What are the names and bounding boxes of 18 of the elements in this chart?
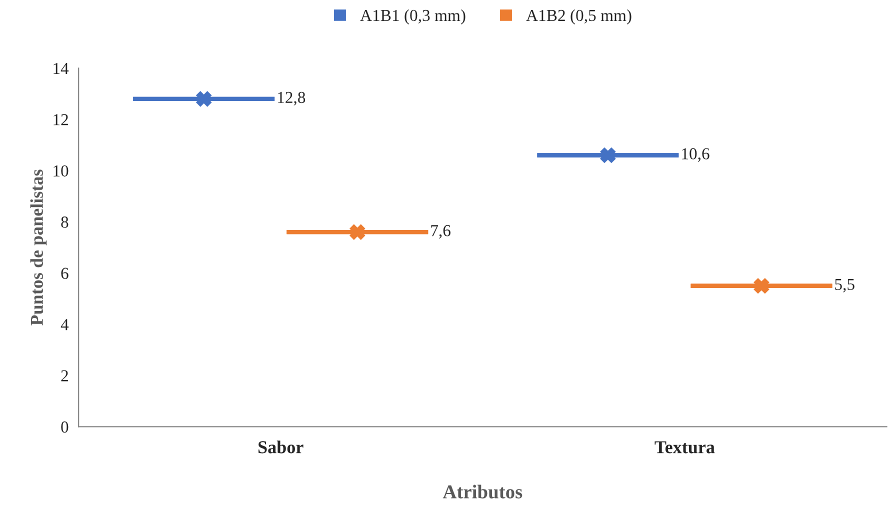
y-tick-label: 4 bbox=[60, 319, 69, 330]
y-tick-label: 12 bbox=[54, 114, 68, 126]
y-tick-label: 10 bbox=[54, 165, 68, 177]
y-tick-label: 6 bbox=[61, 268, 68, 280]
y-tick-label: 14 bbox=[54, 62, 69, 74]
y-tick-label: 2 bbox=[61, 370, 68, 382]
legend-label: A1B1 (0,3 mm) bbox=[360, 9, 466, 24]
legend-label: A1B2 (0,5 mm) bbox=[526, 9, 632, 24]
x-tick-label: Textura bbox=[654, 441, 715, 454]
y-axis-title: Puntos de panelistas bbox=[30, 170, 47, 326]
text: 7,6 bbox=[431, 225, 450, 239]
y-tick-label: 8 bbox=[61, 216, 68, 228]
text: 5,5 bbox=[835, 278, 854, 292]
x-tick-label: Sabor bbox=[258, 440, 304, 454]
y-tick-label: 0 bbox=[61, 421, 68, 433]
text: 10,6 bbox=[682, 148, 710, 162]
text: 12,8 bbox=[278, 92, 306, 106]
x-axis-title: Atributos bbox=[442, 484, 522, 498]
